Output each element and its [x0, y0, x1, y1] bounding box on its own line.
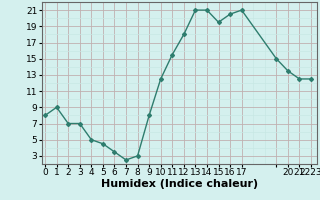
- X-axis label: Humidex (Indice chaleur): Humidex (Indice chaleur): [100, 179, 258, 189]
